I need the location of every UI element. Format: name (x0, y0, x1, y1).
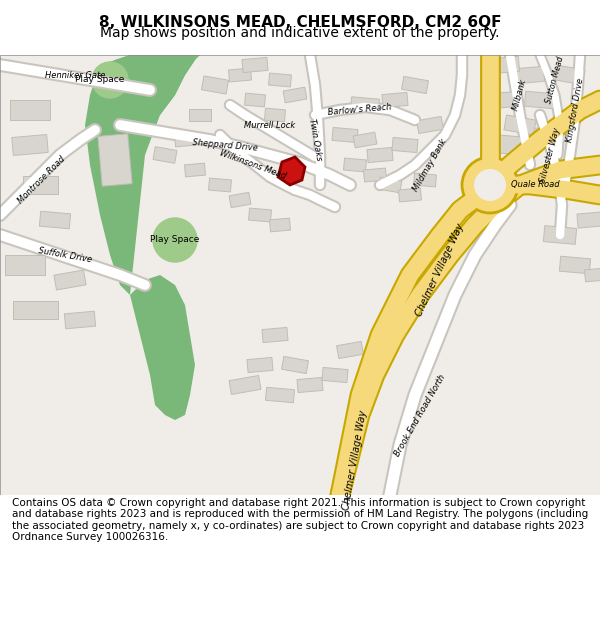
Bar (247, 357, 273, 372)
Bar (12, 134, 48, 156)
Text: Milbank: Milbank (511, 78, 529, 112)
Bar (416, 116, 443, 134)
Bar (382, 92, 408, 108)
Bar (189, 109, 211, 121)
Text: 8, WILKINSONS MEAD, CHELMSFORD, CM2 6QF: 8, WILKINSONS MEAD, CHELMSFORD, CM2 6QF (99, 16, 501, 31)
Text: Suffolk Drive: Suffolk Drive (38, 246, 92, 264)
Bar (544, 226, 577, 244)
Text: Kingsford Drive: Kingsford Drive (565, 78, 585, 142)
Polygon shape (85, 55, 200, 295)
Bar (269, 218, 290, 232)
Bar (209, 178, 232, 192)
Bar (245, 93, 265, 107)
Bar (153, 147, 177, 163)
Text: Wilkinsons Mead: Wilkinsons Mead (218, 149, 287, 181)
Circle shape (462, 157, 518, 213)
Bar (490, 91, 521, 109)
Bar (344, 158, 367, 172)
Text: Chelmer Village Way: Chelmer Village Way (341, 409, 369, 511)
Bar (175, 133, 196, 147)
Bar (297, 378, 323, 392)
Bar (98, 134, 132, 186)
Polygon shape (130, 275, 195, 420)
Bar (398, 188, 421, 202)
Bar (413, 173, 436, 187)
Bar (269, 73, 292, 87)
Text: Contains OS data © Crown copyright and database right 2021. This information is : Contains OS data © Crown copyright and d… (12, 498, 588, 542)
Text: Sutton Mead: Sutton Mead (544, 56, 566, 104)
Bar (13, 301, 58, 319)
Bar (524, 91, 556, 109)
Bar (202, 76, 229, 94)
Bar (265, 108, 286, 122)
Text: Map shows position and indicative extent of the property.: Map shows position and indicative extent… (100, 26, 500, 39)
Bar (337, 341, 364, 359)
Text: Sheppard Drive: Sheppard Drive (192, 138, 258, 152)
Bar (401, 76, 428, 94)
Bar (5, 255, 45, 275)
Bar (242, 58, 268, 72)
Text: Murrell Lock: Murrell Lock (244, 121, 296, 129)
Text: Quale Road: Quale Road (511, 181, 559, 189)
Bar (490, 56, 520, 74)
Bar (353, 132, 377, 148)
Bar (64, 311, 95, 329)
Bar (248, 208, 271, 222)
Bar (229, 68, 251, 82)
Bar (185, 163, 205, 177)
Bar (229, 376, 261, 394)
Bar (559, 256, 590, 274)
Text: Mildmay Bank: Mildmay Bank (411, 137, 449, 193)
Text: Barlow's Reach: Barlow's Reach (328, 102, 392, 118)
Polygon shape (90, 55, 195, 135)
Bar (229, 192, 251, 208)
Text: Henniker Gate: Henniker Gate (45, 71, 105, 79)
Bar (54, 270, 86, 290)
Bar (10, 100, 50, 120)
Text: Montrose Road: Montrose Road (16, 154, 68, 206)
Circle shape (92, 62, 128, 98)
Bar (533, 126, 566, 144)
Bar (367, 148, 393, 162)
Text: Chelmer Village Way: Chelmer Village Way (414, 222, 466, 318)
Bar (265, 388, 295, 402)
Bar (262, 328, 288, 342)
Bar (378, 177, 402, 193)
Bar (584, 268, 600, 282)
Circle shape (153, 218, 197, 262)
Text: Twin Oaks: Twin Oaks (307, 118, 323, 162)
Bar (283, 87, 307, 103)
Bar (322, 368, 348, 382)
Circle shape (474, 169, 506, 201)
Bar (492, 134, 528, 156)
Text: Play Space: Play Space (76, 76, 125, 84)
Text: Play Space: Play Space (151, 236, 200, 244)
Bar (555, 65, 585, 85)
Text: Brook End Road North: Brook End Road North (393, 372, 447, 458)
Bar (504, 115, 536, 135)
Bar (23, 176, 58, 194)
Bar (577, 212, 600, 228)
Bar (281, 356, 308, 374)
Bar (350, 97, 380, 113)
Bar (392, 138, 418, 152)
Bar (515, 66, 545, 84)
Bar (40, 211, 71, 229)
Text: Silvester Way: Silvester Way (538, 126, 562, 184)
Bar (332, 127, 358, 142)
Polygon shape (278, 157, 305, 185)
Bar (364, 168, 386, 182)
